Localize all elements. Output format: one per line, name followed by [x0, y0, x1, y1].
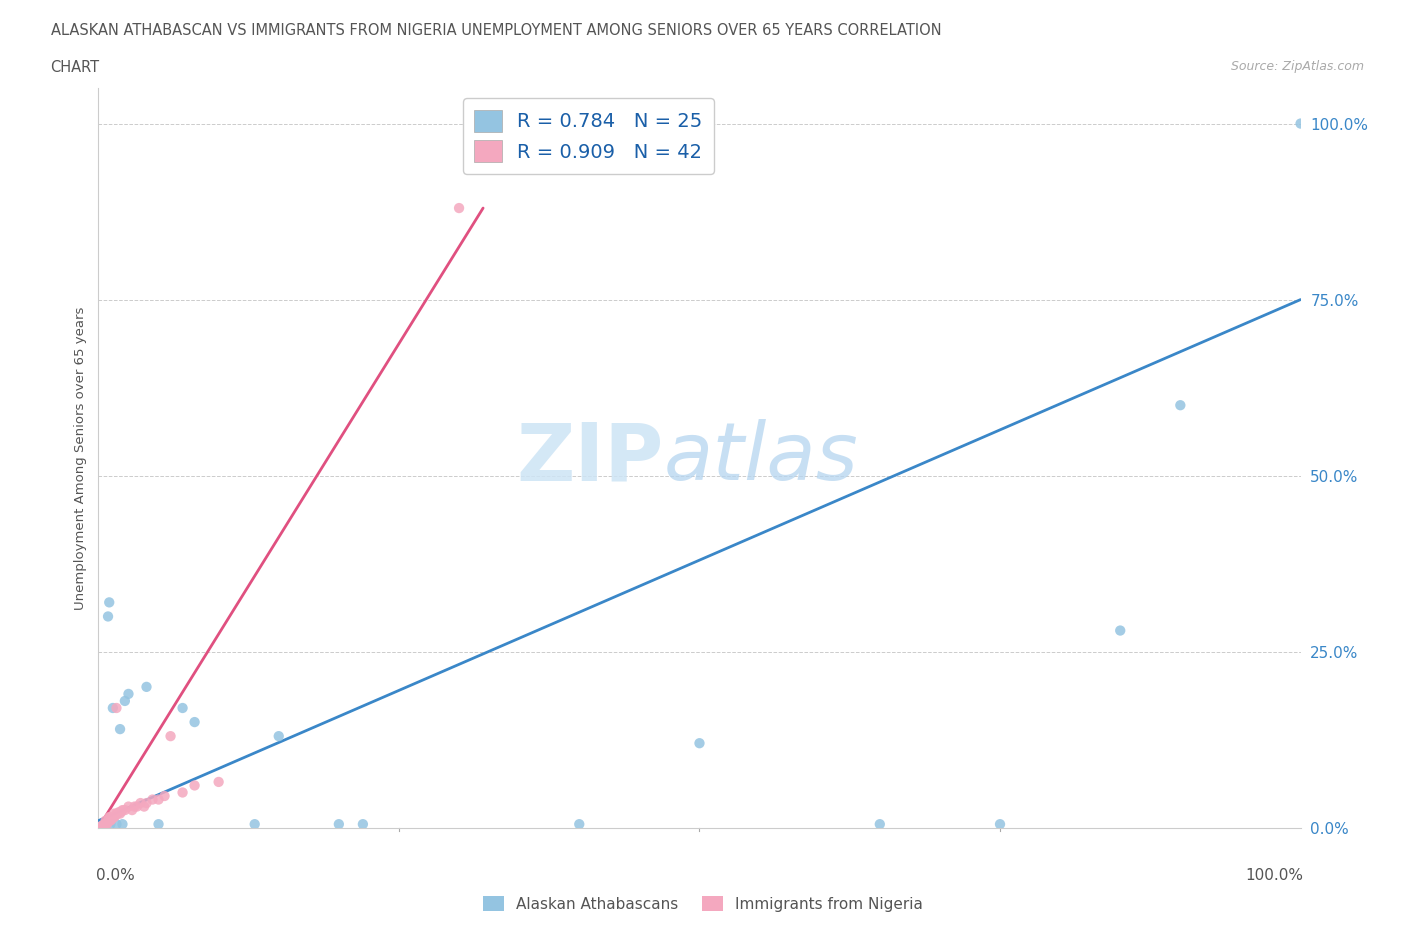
Point — [183, 714, 205, 729]
Legend: R = 0.784   N = 25, R = 0.909   N = 42: R = 0.784 N = 25, R = 0.909 N = 42 — [463, 98, 714, 174]
Point — [94, 817, 117, 831]
Point — [172, 700, 194, 715]
Point — [153, 789, 176, 804]
Point — [103, 806, 125, 821]
Point — [352, 817, 374, 831]
Point — [91, 818, 114, 833]
Point — [108, 722, 131, 737]
Point — [267, 729, 290, 744]
Point — [117, 686, 139, 701]
Point — [104, 808, 127, 823]
Point — [100, 812, 122, 827]
Point — [243, 817, 266, 831]
Legend: Alaskan Athabascans, Immigrants from Nigeria: Alaskan Athabascans, Immigrants from Nig… — [477, 889, 929, 918]
Point — [97, 813, 120, 828]
Point — [869, 817, 891, 831]
Text: CHART: CHART — [51, 60, 100, 75]
Point — [689, 736, 711, 751]
Point — [988, 817, 1011, 831]
Y-axis label: Unemployment Among Seniors over 65 years: Unemployment Among Seniors over 65 years — [75, 306, 87, 610]
Point — [111, 817, 134, 831]
Point — [121, 803, 143, 817]
Point — [183, 778, 205, 793]
Point — [110, 804, 132, 819]
Text: Source: ZipAtlas.com: Source: ZipAtlas.com — [1230, 60, 1364, 73]
Point — [148, 792, 170, 807]
Point — [111, 803, 134, 817]
Point — [141, 792, 163, 807]
Point — [568, 817, 591, 831]
Point — [96, 817, 118, 831]
Point — [94, 813, 117, 828]
Point — [114, 694, 136, 709]
Point — [98, 813, 121, 828]
Point — [208, 775, 231, 790]
Text: 100.0%: 100.0% — [1244, 869, 1303, 883]
Point — [98, 595, 121, 610]
Point — [98, 810, 121, 825]
Point — [101, 700, 124, 715]
Point — [105, 817, 128, 831]
Point — [107, 806, 129, 821]
Point — [447, 201, 470, 216]
Point — [114, 803, 136, 817]
Point — [135, 796, 157, 811]
Point — [117, 799, 139, 814]
Point — [108, 804, 131, 819]
Point — [1170, 398, 1192, 413]
Point — [100, 817, 122, 831]
Point — [93, 817, 115, 831]
Point — [328, 817, 350, 831]
Point — [101, 810, 124, 825]
Point — [129, 796, 152, 811]
Point — [125, 799, 148, 814]
Text: ZIP: ZIP — [516, 419, 664, 497]
Point — [100, 810, 122, 825]
Text: atlas: atlas — [664, 419, 858, 497]
Point — [108, 806, 131, 821]
Point — [91, 818, 114, 833]
Point — [100, 813, 122, 828]
Point — [105, 700, 128, 715]
Point — [103, 810, 125, 825]
Point — [132, 799, 155, 814]
Point — [97, 815, 120, 830]
Point — [124, 799, 146, 814]
Point — [87, 820, 110, 835]
Point — [172, 785, 194, 800]
Point — [159, 729, 181, 744]
Point — [1289, 116, 1312, 131]
Point — [148, 817, 170, 831]
Point — [105, 806, 128, 821]
Point — [97, 609, 120, 624]
Text: 0.0%: 0.0% — [96, 869, 135, 883]
Point — [90, 820, 112, 835]
Point — [1109, 623, 1132, 638]
Point — [93, 817, 115, 831]
Text: ALASKAN ATHABASCAN VS IMMIGRANTS FROM NIGERIA UNEMPLOYMENT AMONG SENIORS OVER 65: ALASKAN ATHABASCAN VS IMMIGRANTS FROM NI… — [51, 23, 941, 38]
Point — [135, 680, 157, 695]
